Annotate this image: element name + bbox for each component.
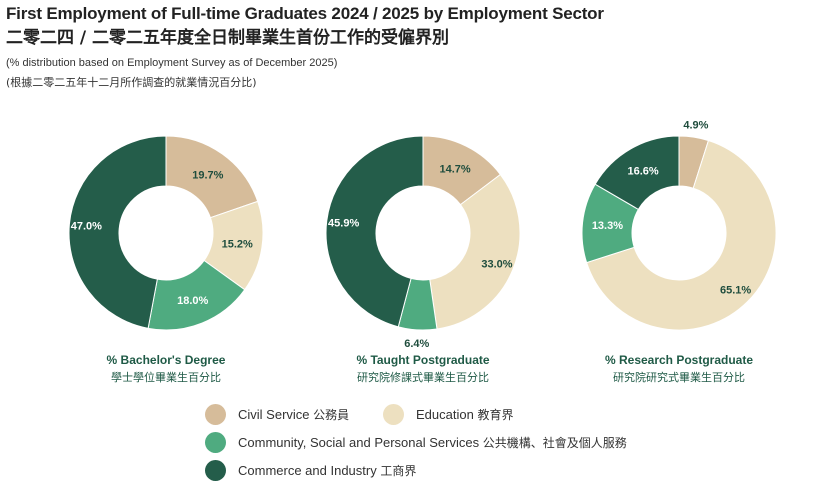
donut-chart-2: 14.7% 33.0% 6.4% 45.9% % Taught Postgraduate… <box>325 135 521 384</box>
slice-education <box>585 139 777 331</box>
chart-caption: % Bachelor's Degree <box>107 353 226 367</box>
legend-item-civil-service: Civil Service 公務員 <box>205 404 349 425</box>
data-label-commerce: 16.6% <box>627 166 658 178</box>
chart-caption: % Taught Postgraduate <box>356 353 489 367</box>
legend-swatch-civil-service <box>205 404 226 425</box>
slice-commerce <box>325 135 424 328</box>
data-label-community: 6.4% <box>404 338 429 350</box>
legend-text-zh: 公務員 <box>313 408 350 422</box>
legend-swatch-education <box>383 404 404 425</box>
legend-text-zh: 教育界 <box>477 408 514 422</box>
legend-text-zh: 工商界 <box>380 464 417 478</box>
chart-title-chinese: 二零二四 / 二零二五年度全日制畢業生首份工作的受僱界別 <box>6 28 450 48</box>
survey-note: (% distribution based on Employment Surv… <box>6 57 338 69</box>
legend-label-commerce: Commerce and Industry 工商界 <box>238 462 416 479</box>
legend-item-community: Community, Social and Personal Services … <box>205 432 627 453</box>
legend-item-commerce: Commerce and Industry 工商界 <box>205 460 416 481</box>
slice-commerce <box>594 135 680 211</box>
legend-text-zh: 公共機構、社會及個人服務 <box>482 436 627 450</box>
data-label-civil-service: 4.9% <box>683 119 708 131</box>
slice-commerce <box>68 135 167 329</box>
chart-caption-chinese: 研究院修課式畢業生百分比 <box>357 370 489 384</box>
donut-chart-1: 19.7% 15.2% 18.0% 47.0% % Bachelor's Degree 學… <box>68 135 264 384</box>
data-label-community: 13.3% <box>592 220 623 232</box>
survey-note-chinese: (根據二零二五年十二月所作調查的就業情況百分比) <box>6 76 257 89</box>
legend-text-en: Civil Service <box>238 407 310 422</box>
legend-swatch-community <box>205 432 226 453</box>
chart-title: First Employment of Full-time Graduates … <box>6 4 604 23</box>
legend-item-education: Education 教育界 <box>383 404 513 425</box>
data-label-education: 65.1% <box>720 285 751 297</box>
chart-caption: % Research Postgraduate <box>605 353 753 367</box>
data-label-commerce: 47.0% <box>71 221 102 233</box>
legend-text-en: Community, Social and Personal Services <box>238 435 480 450</box>
data-label-commerce: 45.9% <box>328 218 359 230</box>
legend-label-community: Community, Social and Personal Services … <box>238 434 627 451</box>
data-label-education: 33.0% <box>481 258 512 270</box>
legend-text-en: Commerce and Industry <box>238 463 377 478</box>
chart-caption-chinese: 學士學位畢業生百分比 <box>111 370 221 384</box>
slice-education <box>429 173 521 330</box>
legend-label-education: Education 教育界 <box>416 406 513 423</box>
legend-text-en: Education <box>416 407 474 422</box>
legend-label-civil-service: Civil Service 公務員 <box>238 406 349 423</box>
data-label-community: 18.0% <box>177 295 208 307</box>
data-label-civil-service: 19.7% <box>192 169 223 181</box>
donut-chart-3: 4.9% 65.1% 13.3% 16.6% % Research Postgradua… <box>581 119 777 384</box>
chart-caption-chinese: 研究院研究式畢業生百分比 <box>613 370 745 384</box>
data-label-civil-service: 14.7% <box>439 164 470 176</box>
legend-swatch-commerce <box>205 460 226 481</box>
data-label-education: 15.2% <box>222 238 253 250</box>
